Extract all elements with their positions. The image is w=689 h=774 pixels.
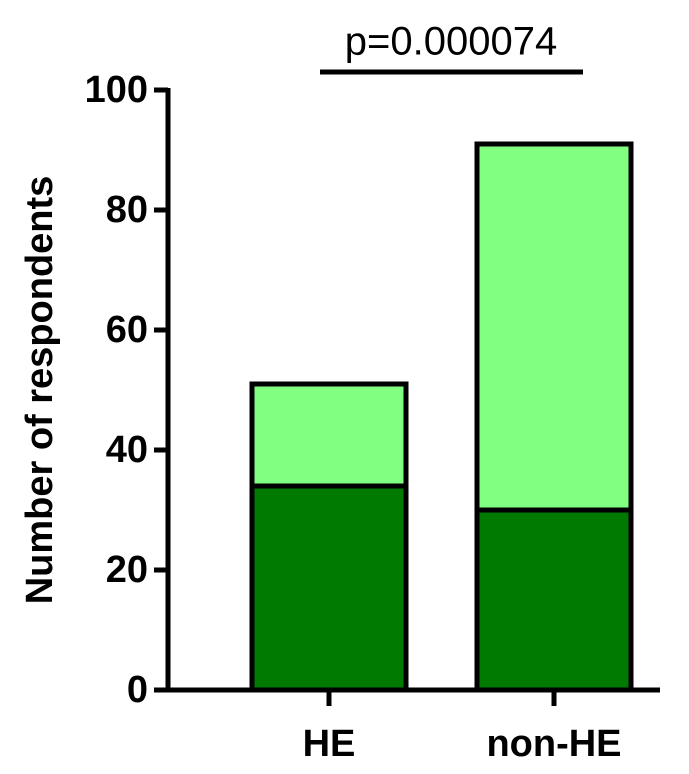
y-tick-label: 20: [106, 549, 148, 591]
x-tick-label: non-HE: [486, 723, 621, 765]
bar-segment: [474, 507, 634, 693]
y-axis-title: Number of respondents: [19, 176, 61, 605]
bar-segment: [249, 483, 409, 693]
y-tick-label: 40: [106, 429, 148, 471]
x-tick-label: HE: [303, 723, 356, 765]
y-tick-label: 60: [106, 309, 148, 351]
y-tick-label: 80: [106, 189, 148, 231]
bar-segment: [474, 141, 634, 513]
annotation: p=0.000074: [345, 20, 557, 64]
bar-segment: [249, 381, 409, 489]
y-tick-label: 100: [85, 69, 148, 111]
y-tick-label: 0: [127, 669, 148, 711]
